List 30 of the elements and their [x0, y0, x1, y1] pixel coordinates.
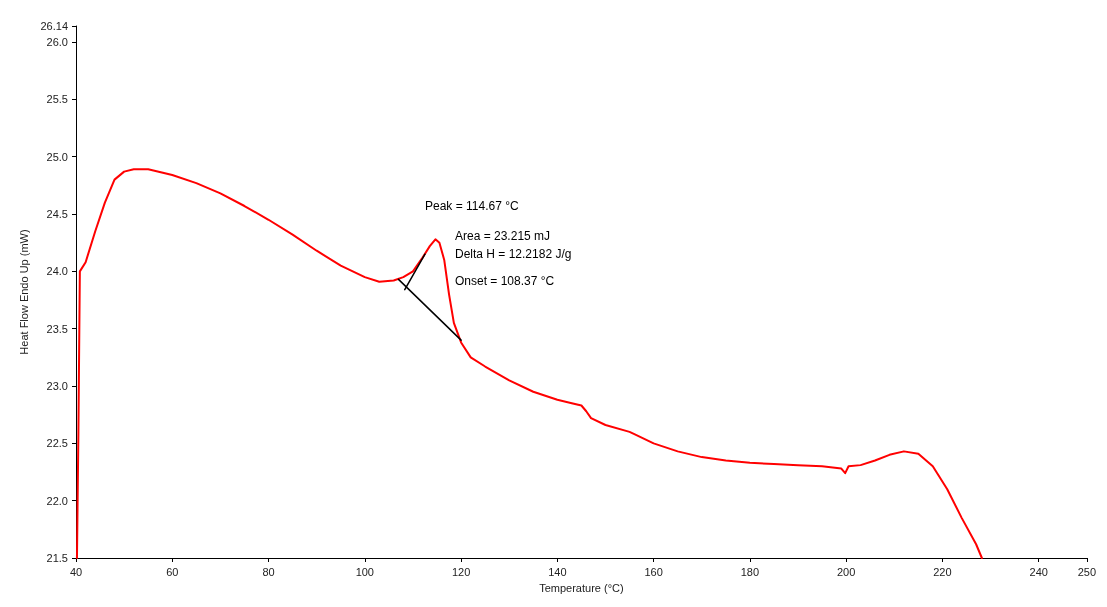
annotation: Delta H = 12.2182 J/g — [455, 247, 572, 261]
y-tick-label: 24.5 — [46, 208, 68, 221]
x-tick-label: 220 — [933, 565, 952, 578]
x-tick-label: 100 — [355, 565, 374, 578]
x-tick-label: 120 — [451, 565, 471, 578]
y-tick-label: 26.0 — [46, 36, 68, 49]
y-tick-label: 26.14 — [40, 20, 68, 32]
line-series — [75, 168, 983, 559]
y-tick-label: 22.5 — [46, 437, 68, 450]
y-axis-title: Heat Flow Endo Up (mW) — [18, 229, 31, 355]
y-tick-label: 24.0 — [46, 265, 68, 278]
x-tick-label: 250 — [1077, 565, 1096, 578]
x-tick-label: 80 — [262, 565, 275, 578]
x-tick-label: 140 — [548, 565, 567, 578]
y-tick-label: 21.5 — [46, 552, 68, 564]
x-axis-title: Temperature (°C) — [539, 581, 624, 594]
annotation: Area = 23.215 mJ — [455, 229, 551, 243]
x-tick-label: 240 — [1029, 565, 1048, 578]
x-tick-label: 180 — [740, 565, 760, 578]
annotation: Onset = 108.37 °C — [455, 274, 555, 288]
y-tick-label: 23.0 — [46, 380, 68, 393]
x-tick-label: 40 — [69, 565, 83, 578]
y-tick-label: 23.5 — [46, 322, 68, 335]
x-tick-label: 160 — [644, 565, 663, 578]
annotation: Peak = 114.67 °C — [425, 199, 519, 213]
y-tick-label: 25.0 — [46, 150, 68, 163]
x-tick-label: 200 — [836, 565, 856, 578]
x-tick-label: 60 — [166, 565, 179, 578]
y-tick-label: 25.5 — [46, 93, 68, 106]
y-tick-label: 22.0 — [46, 494, 68, 507]
